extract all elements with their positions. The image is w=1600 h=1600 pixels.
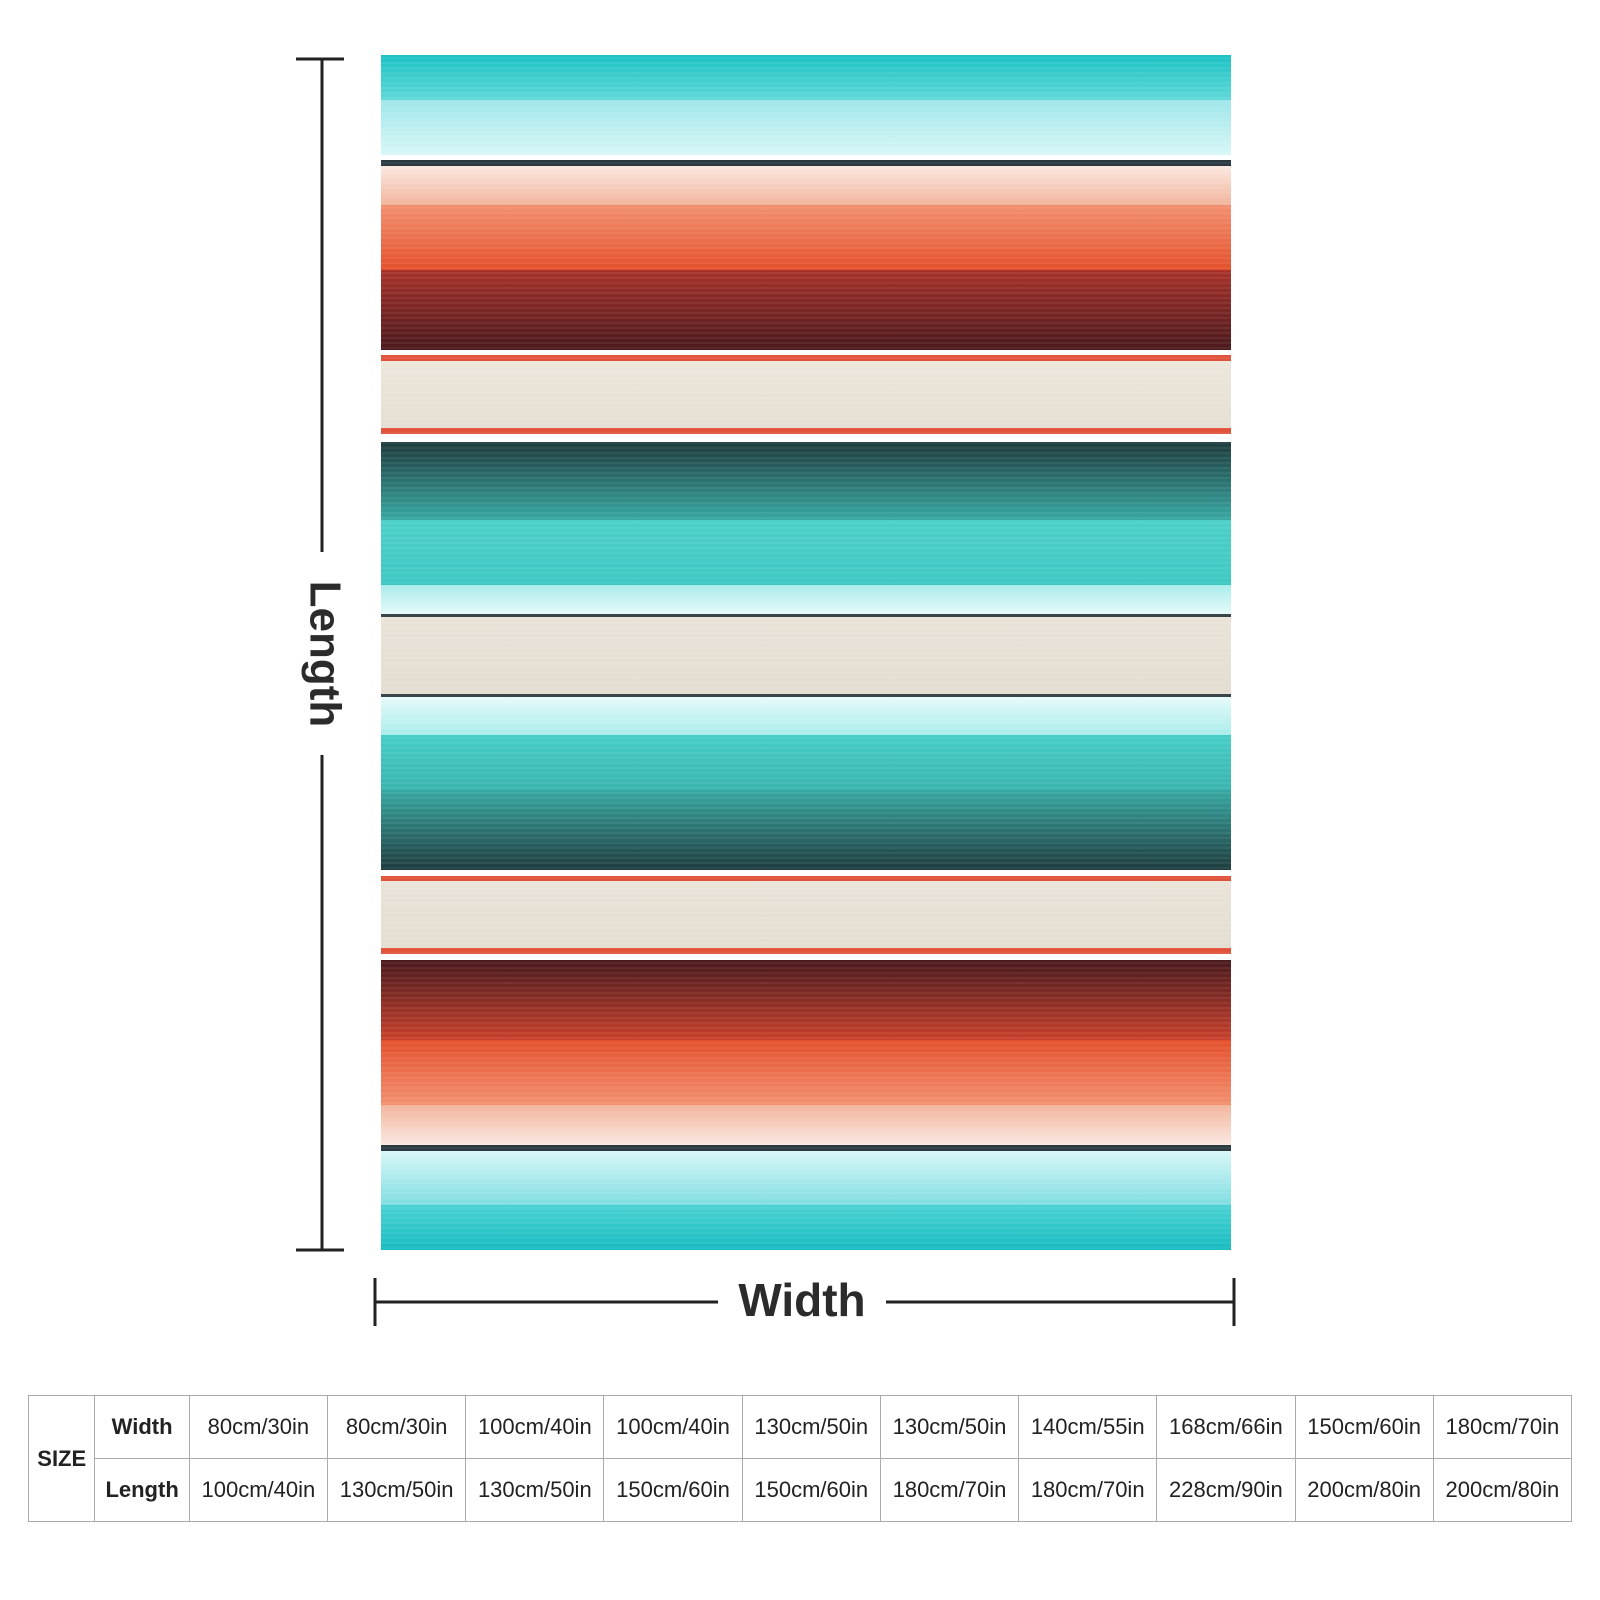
table-cell: 168cm/66in [1156,1395,1296,1459]
table-cell: 200cm/80in [1432,1458,1573,1522]
stripe [381,614,1231,617]
table-cell: 100cm/40in [188,1458,328,1522]
table-cell: 100cm/40in [603,1395,743,1459]
table-cell: 150cm/60in [741,1458,881,1522]
table-cell: 130cm/50in [465,1458,605,1522]
table-cell: 100cm/40in [465,1395,605,1459]
stripe [381,160,1231,166]
table-row: SIZE Width 80cm/30in 80cm/30in 100cm/40in 100… [27,1395,1573,1522]
size-table: SIZE Width 80cm/30in 80cm/30in 100cm/40in 100… [27,1395,1573,1522]
stripe [381,697,1231,735]
table-cell: 228cm/90in [1156,1458,1296,1522]
stripe [381,434,1231,442]
length-label: Length [300,581,349,728]
table-cell: 200cm/80in [1294,1458,1434,1522]
table-cell: 80cm/30in [188,1395,328,1459]
table-cell: 130cm/50in [741,1395,881,1459]
width-label: Width [738,1274,865,1326]
stripe [381,881,1231,948]
stripe [381,1151,1231,1205]
table-cell: 140cm/55in [1018,1395,1158,1459]
stripe [381,1145,1231,1151]
table-cell: 150cm/60in [1294,1395,1434,1459]
stripe [381,166,1231,205]
stripe [381,1105,1231,1145]
stripe [381,355,1231,361]
stripe [381,876,1231,881]
stripe [381,617,1231,694]
length-arrow [296,57,344,1252]
stripe [381,520,1231,585]
stripe [381,205,1231,270]
stripe [381,361,1231,428]
stripe [381,870,1231,876]
stripe [381,960,1231,1040]
stripe [381,100,1231,155]
table-row: Length 100cm/40in 130cm/50in 130cm/50in 150c… [29,1458,1573,1522]
stripe [381,270,1231,350]
table-cell: 180cm/70in [1018,1458,1158,1522]
stripe [381,1040,1231,1105]
table-header-cell: Width [94,1395,190,1459]
table-cell: 80cm/30in [326,1395,467,1459]
stripe [381,585,1231,614]
stripe [381,1205,1231,1250]
table-cell: 130cm/50in [326,1458,467,1522]
stripe [381,428,1231,434]
stripe [381,790,1231,870]
stripe [381,694,1231,697]
stripe [381,954,1231,960]
blanket [381,55,1231,1250]
table-cell: 130cm/50in [879,1395,1020,1459]
stripe [381,442,1231,520]
stripe [381,55,1231,100]
stripe [381,155,1231,160]
stripe [381,948,1231,954]
table-header-cell: SIZE [27,1395,96,1522]
table-cell: 150cm/60in [603,1458,743,1522]
width-arrow [373,1278,1236,1326]
table-cell: 180cm/70in [1432,1395,1573,1459]
stripe [381,350,1231,355]
stripe [381,735,1231,790]
table-cell: 180cm/70in [879,1458,1020,1522]
table-header-cell: Length [94,1458,190,1522]
